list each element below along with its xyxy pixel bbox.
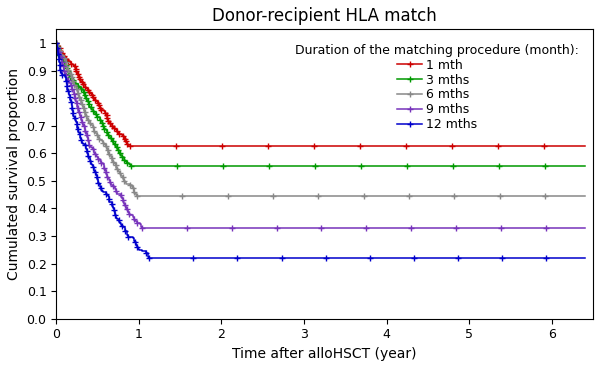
9 mths	[581, 226, 589, 230]
12 mths	[83, 147, 90, 152]
6 mths	[112, 160, 119, 165]
12 mths	[124, 234, 131, 239]
1 mth	[109, 122, 116, 126]
3 mths	[581, 163, 589, 168]
1 mth	[81, 83, 88, 87]
6 mths	[83, 116, 91, 121]
3 mths	[85, 102, 92, 106]
6 mths	[63, 64, 70, 68]
9 mths	[112, 185, 119, 190]
9 mths	[77, 116, 85, 120]
3 mths	[53, 41, 60, 45]
9 mths	[123, 207, 130, 212]
1 mth	[120, 135, 127, 139]
6 mths	[121, 178, 128, 183]
9 mths	[53, 41, 60, 45]
Y-axis label: Cumulated survival proportion: Cumulated survival proportion	[7, 68, 21, 280]
9 mths	[61, 68, 68, 73]
3 mths	[108, 137, 115, 141]
Line: 1 mth: 1 mth	[53, 40, 587, 149]
1 mth	[119, 134, 126, 138]
6 mths	[122, 180, 129, 184]
Line: 12 mths: 12 mths	[53, 40, 587, 261]
12 mths	[130, 236, 137, 240]
X-axis label: Time after alloHSCT (year): Time after alloHSCT (year)	[232, 347, 417, 361]
1 mth	[53, 41, 60, 45]
12 mths	[74, 128, 82, 132]
1 mth	[63, 56, 70, 61]
3 mths	[116, 152, 124, 156]
6 mths	[53, 41, 60, 45]
1 mth	[132, 144, 139, 149]
Line: 3 mths: 3 mths	[53, 40, 587, 169]
Line: 6 mths: 6 mths	[53, 40, 587, 199]
12 mths	[53, 41, 60, 45]
Line: 9 mths: 9 mths	[53, 40, 587, 231]
3 mths	[133, 163, 140, 168]
1 mth	[87, 92, 94, 96]
6 mths	[581, 194, 589, 198]
12 mths	[581, 256, 589, 260]
3 mths	[80, 91, 88, 95]
12 mths	[111, 209, 118, 213]
9 mths	[123, 208, 130, 213]
6 mths	[79, 103, 86, 107]
12 mths	[151, 256, 158, 260]
3 mths	[116, 151, 124, 156]
3 mths	[60, 59, 67, 64]
9 mths	[139, 226, 146, 230]
Legend: 1 mth, 3 mths, 6 mths, 9 mths, 12 mths: 1 mth, 3 mths, 6 mths, 9 mths, 12 mths	[293, 41, 581, 134]
12 mths	[59, 73, 66, 78]
1 mth	[581, 144, 589, 149]
6 mths	[133, 194, 140, 198]
9 mths	[83, 132, 91, 137]
Title: Donor-recipient HLA match: Donor-recipient HLA match	[212, 7, 437, 25]
